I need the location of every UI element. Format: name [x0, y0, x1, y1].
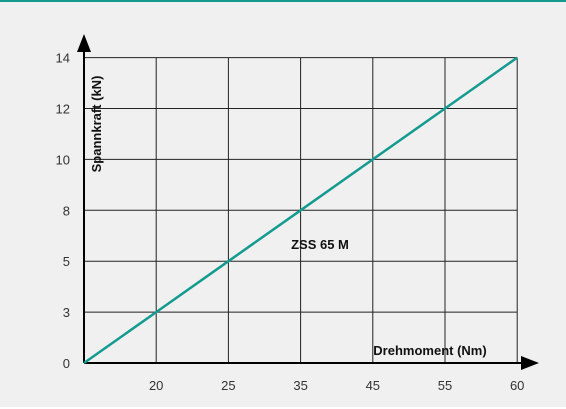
x-tick-label: 20 [149, 378, 163, 393]
x-tick-label: 25 [221, 378, 235, 393]
y-tick-label: 12 [56, 102, 70, 117]
grid [84, 57, 518, 363]
x-axis-arrow-icon [521, 356, 539, 370]
x-tick-label: 45 [366, 378, 380, 393]
y-tick-label: 5 [63, 254, 70, 269]
axes [77, 34, 539, 370]
y-tick-label: 14 [56, 51, 70, 66]
series-line [83, 56, 518, 365]
y-tick-label: 10 [56, 152, 70, 167]
y-tick-label: 3 [63, 305, 70, 320]
y-tick-label: 8 [63, 203, 70, 218]
series [83, 56, 518, 365]
x-tick-label: 35 [293, 378, 307, 393]
x-tick-label: 55 [438, 378, 452, 393]
series-label: ZSS 65 M [291, 237, 349, 252]
y-tick-label: 0 [63, 356, 70, 371]
x-axis-label: Drehmoment (Nm) [373, 343, 486, 358]
y-axis-label: Spannkraft (kN) [89, 76, 104, 173]
y-axis-arrow-icon [77, 34, 91, 52]
x-tick-label: 60 [510, 378, 524, 393]
